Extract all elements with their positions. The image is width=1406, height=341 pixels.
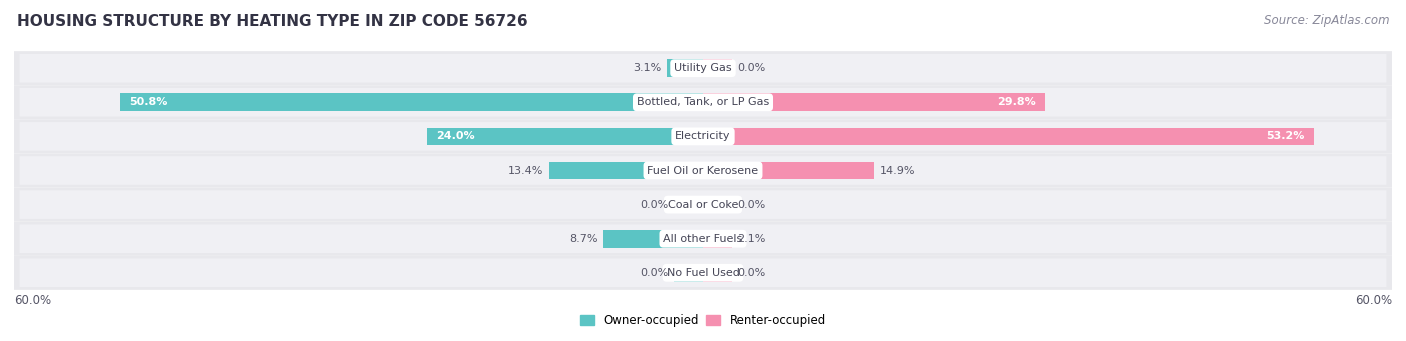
Text: 2.1%: 2.1% bbox=[738, 234, 766, 244]
Bar bbox=[675, 264, 703, 282]
FancyBboxPatch shape bbox=[14, 85, 1392, 119]
Text: 0.0%: 0.0% bbox=[738, 199, 766, 210]
Bar bbox=[668, 59, 703, 77]
Text: Electricity: Electricity bbox=[675, 131, 731, 142]
Bar bbox=[703, 93, 1045, 111]
Bar bbox=[675, 196, 703, 213]
Text: 60.0%: 60.0% bbox=[14, 294, 51, 307]
Text: Utility Gas: Utility Gas bbox=[675, 63, 731, 73]
FancyBboxPatch shape bbox=[20, 54, 1386, 83]
Bar bbox=[703, 196, 731, 213]
Text: 53.2%: 53.2% bbox=[1267, 131, 1305, 142]
Text: Source: ZipAtlas.com: Source: ZipAtlas.com bbox=[1264, 14, 1389, 27]
FancyBboxPatch shape bbox=[14, 119, 1392, 153]
Bar bbox=[703, 264, 731, 282]
Text: Bottled, Tank, or LP Gas: Bottled, Tank, or LP Gas bbox=[637, 97, 769, 107]
Text: 60.0%: 60.0% bbox=[1355, 294, 1392, 307]
Bar bbox=[703, 59, 731, 77]
Text: 14.9%: 14.9% bbox=[880, 165, 915, 176]
Bar bbox=[427, 128, 703, 145]
Bar bbox=[120, 93, 703, 111]
Text: 13.4%: 13.4% bbox=[508, 165, 543, 176]
FancyBboxPatch shape bbox=[20, 122, 1386, 151]
Text: All other Fuels: All other Fuels bbox=[664, 234, 742, 244]
FancyBboxPatch shape bbox=[20, 156, 1386, 185]
Text: 0.0%: 0.0% bbox=[738, 63, 766, 73]
Text: 0.0%: 0.0% bbox=[738, 268, 766, 278]
Text: Coal or Coke: Coal or Coke bbox=[668, 199, 738, 210]
FancyBboxPatch shape bbox=[14, 188, 1392, 222]
Text: 50.8%: 50.8% bbox=[129, 97, 167, 107]
Text: 8.7%: 8.7% bbox=[569, 234, 598, 244]
Bar bbox=[703, 162, 875, 179]
FancyBboxPatch shape bbox=[20, 258, 1386, 287]
Text: 3.1%: 3.1% bbox=[634, 63, 662, 73]
FancyBboxPatch shape bbox=[14, 256, 1392, 290]
Bar bbox=[703, 128, 1313, 145]
Text: 0.0%: 0.0% bbox=[640, 199, 669, 210]
FancyBboxPatch shape bbox=[14, 153, 1392, 188]
Bar bbox=[703, 230, 731, 248]
Text: HOUSING STRUCTURE BY HEATING TYPE IN ZIP CODE 56726: HOUSING STRUCTURE BY HEATING TYPE IN ZIP… bbox=[17, 14, 527, 29]
Text: No Fuel Used: No Fuel Used bbox=[666, 268, 740, 278]
Bar bbox=[550, 162, 703, 179]
FancyBboxPatch shape bbox=[20, 224, 1386, 253]
Bar bbox=[603, 230, 703, 248]
FancyBboxPatch shape bbox=[20, 88, 1386, 117]
FancyBboxPatch shape bbox=[14, 51, 1392, 85]
Text: 0.0%: 0.0% bbox=[640, 268, 669, 278]
Text: 29.8%: 29.8% bbox=[997, 97, 1036, 107]
Legend: Owner-occupied, Renter-occupied: Owner-occupied, Renter-occupied bbox=[575, 309, 831, 331]
Text: 24.0%: 24.0% bbox=[437, 131, 475, 142]
FancyBboxPatch shape bbox=[20, 190, 1386, 219]
FancyBboxPatch shape bbox=[14, 222, 1392, 256]
Text: Fuel Oil or Kerosene: Fuel Oil or Kerosene bbox=[647, 165, 759, 176]
